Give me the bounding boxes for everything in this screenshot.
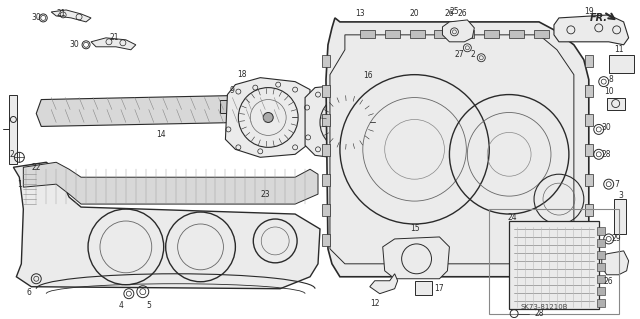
- Polygon shape: [51, 10, 91, 22]
- Text: 23: 23: [260, 189, 270, 199]
- Bar: [596, 287, 605, 295]
- Text: 13: 13: [355, 10, 365, 19]
- Text: 4: 4: [118, 301, 124, 310]
- Text: 28: 28: [534, 309, 544, 318]
- Bar: [489, 209, 619, 314]
- Polygon shape: [602, 251, 628, 275]
- Text: 2: 2: [471, 50, 476, 59]
- Text: 30: 30: [31, 13, 41, 22]
- Text: 1: 1: [17, 180, 22, 189]
- Bar: [596, 227, 605, 235]
- Bar: [322, 85, 330, 97]
- Bar: [534, 30, 549, 38]
- Text: 5: 5: [147, 301, 151, 310]
- Bar: [596, 251, 605, 259]
- Polygon shape: [383, 237, 449, 279]
- Bar: [322, 55, 330, 67]
- Text: 26: 26: [604, 277, 614, 286]
- Text: 21: 21: [56, 10, 66, 19]
- Bar: [614, 199, 626, 234]
- Polygon shape: [225, 78, 310, 157]
- Text: 10: 10: [604, 87, 614, 96]
- Bar: [10, 94, 17, 164]
- Bar: [484, 30, 499, 38]
- Bar: [322, 234, 330, 246]
- Bar: [609, 55, 634, 73]
- Bar: [220, 100, 243, 114]
- Text: 24: 24: [507, 212, 516, 221]
- Bar: [585, 204, 593, 216]
- Bar: [509, 30, 524, 38]
- Text: 6: 6: [27, 288, 32, 297]
- Text: 7: 7: [614, 180, 619, 189]
- Bar: [360, 30, 375, 38]
- Polygon shape: [36, 94, 290, 126]
- Bar: [596, 299, 605, 307]
- Text: 17: 17: [435, 284, 444, 293]
- Text: 30: 30: [69, 40, 79, 49]
- Text: 27: 27: [454, 50, 464, 59]
- Text: 26: 26: [445, 10, 454, 19]
- Bar: [596, 275, 605, 283]
- Bar: [596, 239, 605, 247]
- Bar: [322, 115, 330, 126]
- Text: 30: 30: [602, 123, 612, 132]
- Bar: [585, 55, 593, 67]
- Bar: [585, 85, 593, 97]
- Text: 28: 28: [602, 150, 611, 159]
- Bar: [322, 174, 330, 186]
- Text: 20: 20: [410, 10, 419, 19]
- Text: 15: 15: [410, 225, 419, 234]
- Bar: [415, 281, 433, 295]
- Circle shape: [343, 117, 353, 127]
- Text: 12: 12: [370, 299, 380, 308]
- Text: 9: 9: [230, 86, 235, 95]
- Circle shape: [263, 113, 273, 122]
- Text: 18: 18: [237, 70, 247, 79]
- Polygon shape: [290, 105, 305, 122]
- Bar: [322, 204, 330, 216]
- Polygon shape: [554, 15, 628, 45]
- Bar: [585, 174, 593, 186]
- Bar: [385, 30, 399, 38]
- Polygon shape: [13, 162, 320, 289]
- Polygon shape: [442, 20, 474, 42]
- Bar: [585, 145, 593, 156]
- Text: 16: 16: [363, 71, 372, 80]
- Polygon shape: [305, 85, 390, 159]
- Text: FR.: FR.: [589, 13, 608, 23]
- Bar: [509, 221, 599, 308]
- Text: 19: 19: [584, 7, 594, 17]
- Polygon shape: [326, 18, 589, 277]
- Bar: [410, 30, 424, 38]
- Text: 8: 8: [609, 75, 613, 84]
- Polygon shape: [91, 38, 136, 50]
- Bar: [607, 98, 625, 109]
- Polygon shape: [23, 162, 318, 204]
- Bar: [460, 30, 474, 38]
- Text: 29: 29: [612, 234, 621, 243]
- Polygon shape: [370, 274, 397, 294]
- Text: 2: 2: [9, 150, 13, 159]
- Text: SK73-81210B: SK73-81210B: [520, 304, 568, 310]
- Bar: [435, 30, 449, 38]
- Bar: [596, 263, 605, 271]
- Text: 25: 25: [449, 7, 460, 17]
- Text: 14: 14: [156, 130, 166, 139]
- Text: 22: 22: [31, 163, 41, 172]
- Bar: [585, 234, 593, 246]
- Text: 21: 21: [109, 33, 118, 42]
- Bar: [322, 145, 330, 156]
- Text: 26: 26: [458, 10, 467, 19]
- Text: 3: 3: [618, 191, 623, 200]
- Text: 11: 11: [614, 45, 623, 54]
- Bar: [585, 115, 593, 126]
